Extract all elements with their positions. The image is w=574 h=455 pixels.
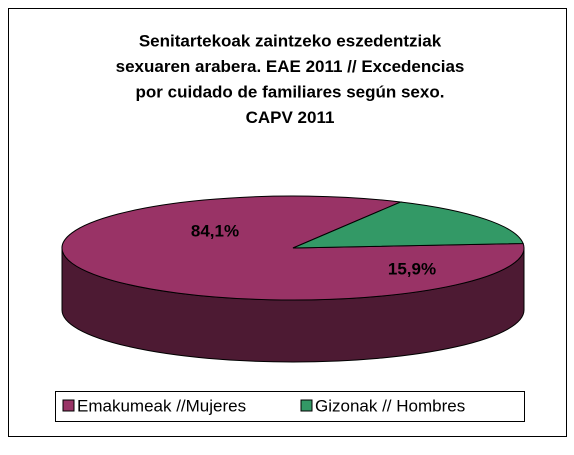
chart-title: CAPV 2011 [246,108,335,127]
legend-swatch [62,399,75,412]
chart-title: sexuaren arabera. EAE 2011 // Excedencia… [116,57,465,76]
chart-title: Senitartekoak zaintzeko eszedentziak [139,31,442,50]
legend-label: Gizonak // Hombres [315,396,465,415]
legend-label: Emakumeak //Mujeres [77,396,246,415]
slice [292,201,524,249]
legend-swatch [300,399,313,412]
legend-box [55,391,525,422]
data-label: 15,9% [388,259,436,278]
data-label: 84,1% [191,221,239,240]
chart-title: por cuidado de familiares según sexo. [136,82,445,101]
